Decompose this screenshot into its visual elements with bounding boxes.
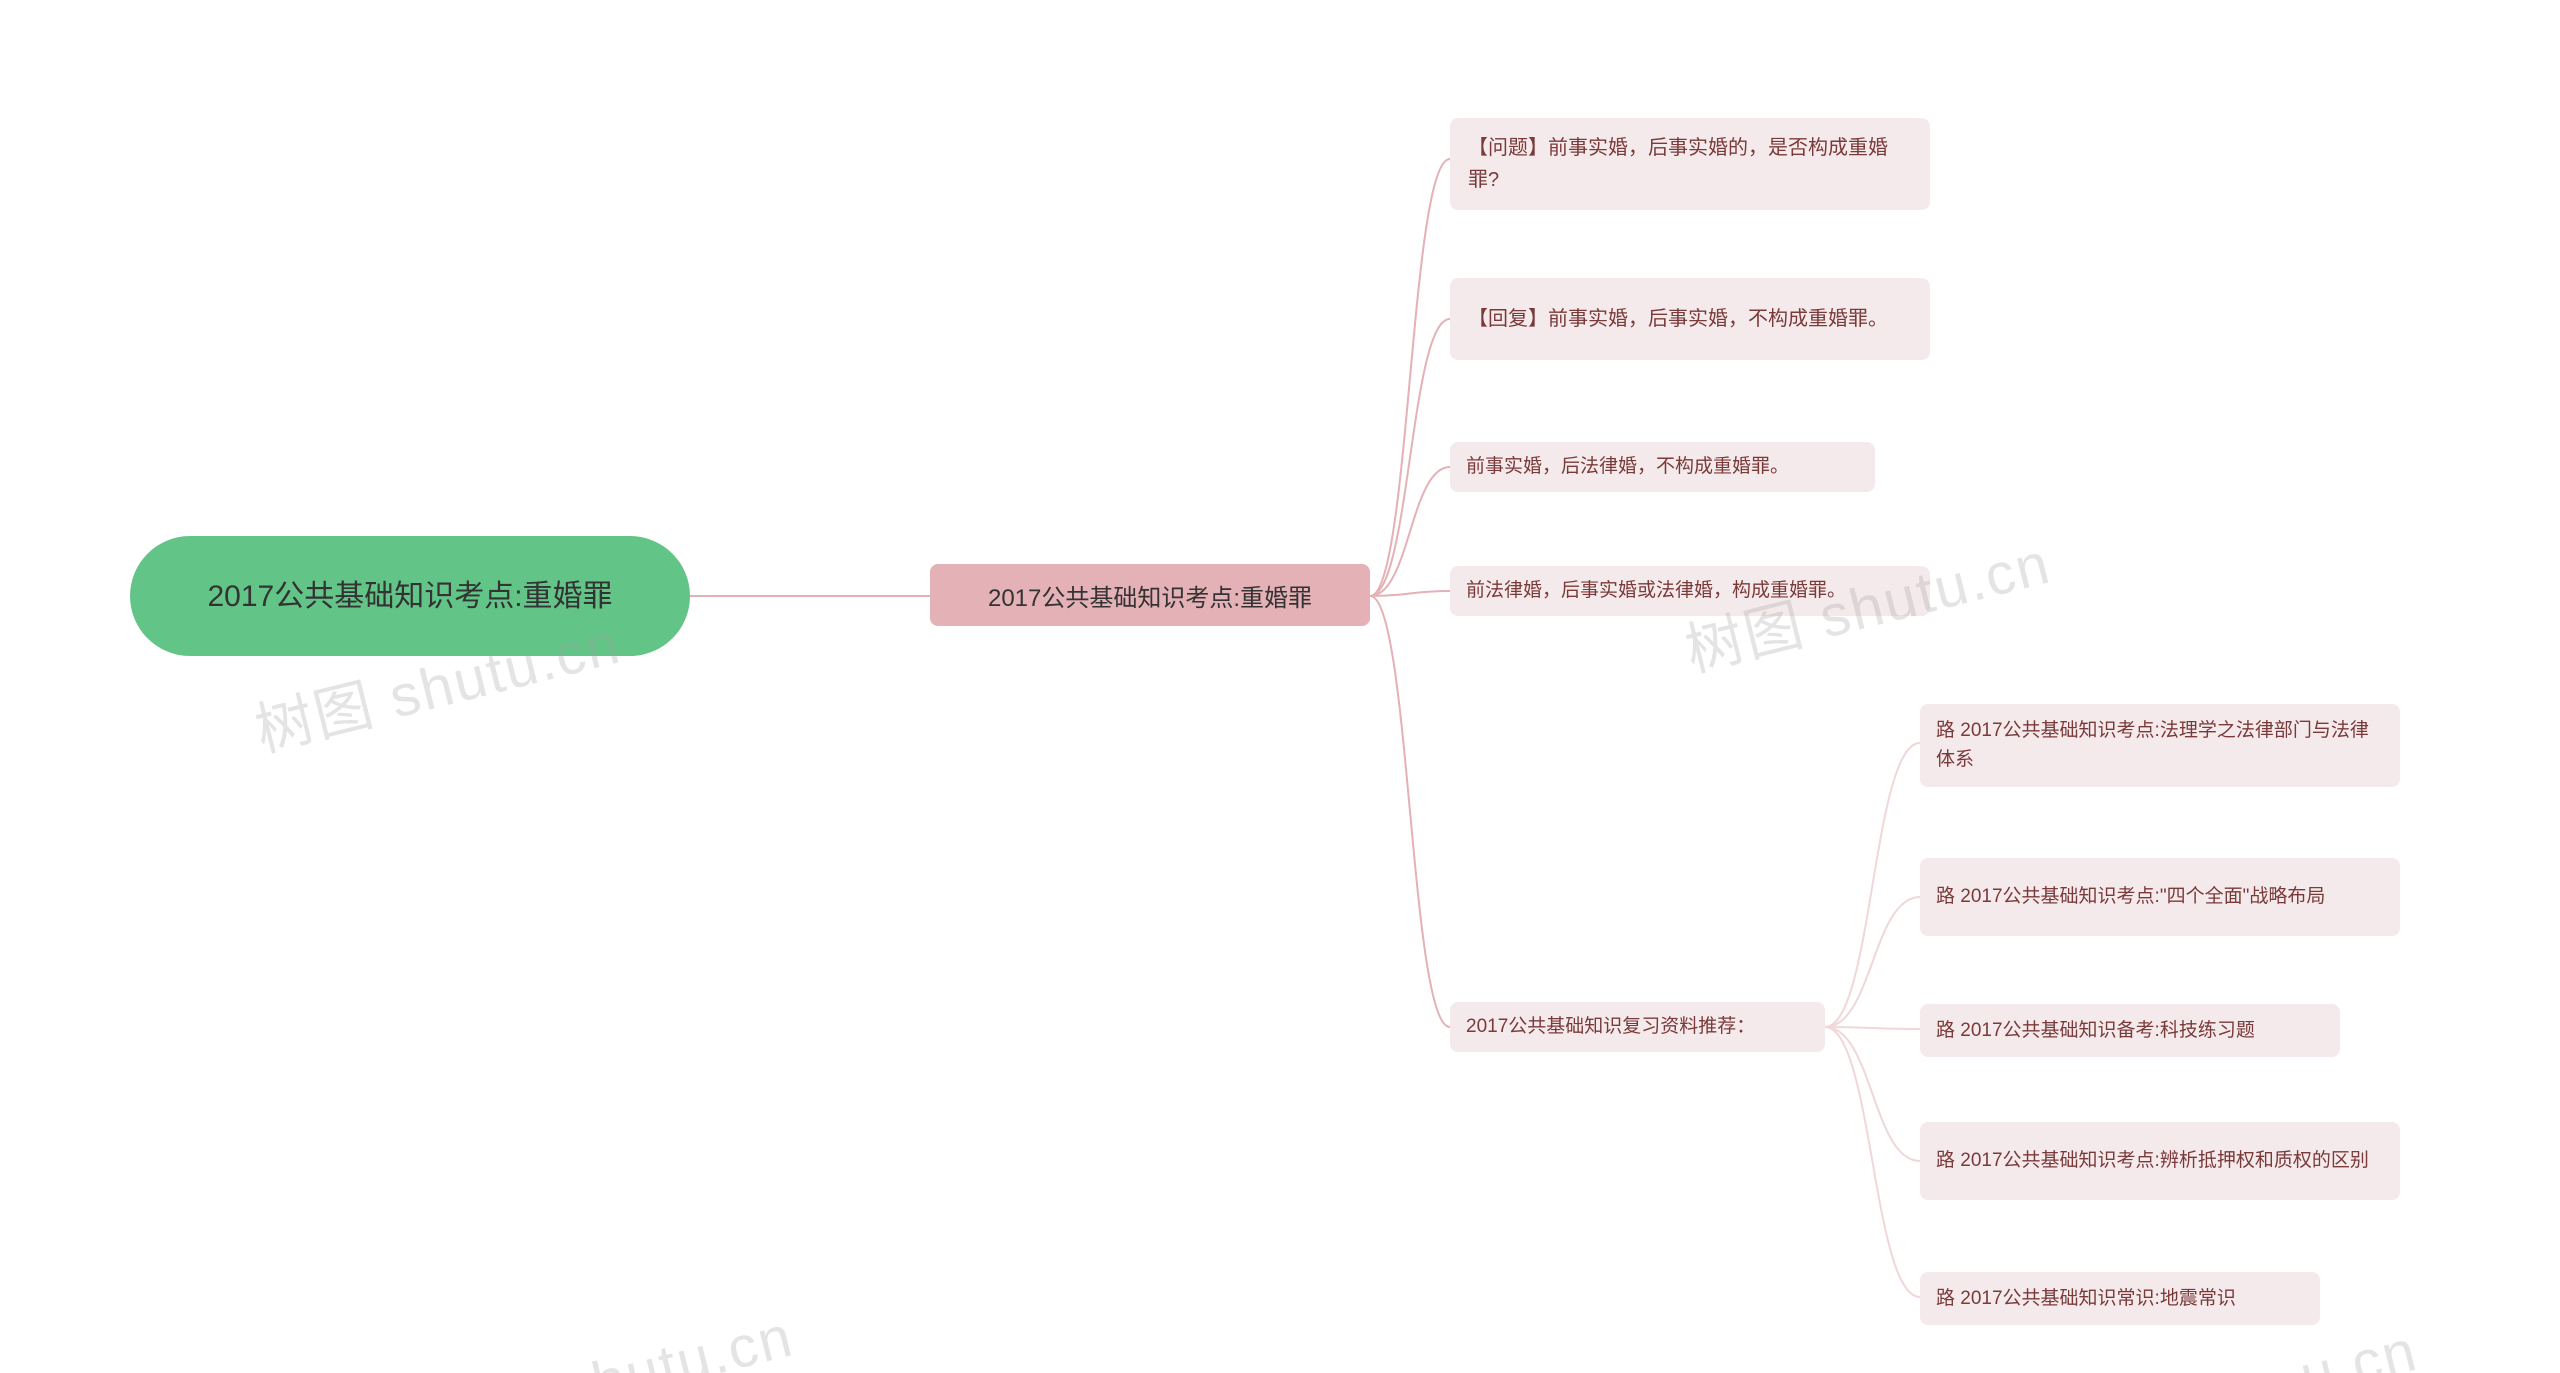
level3-label: 路 2017公共基础知识考点:法理学之法律部门与法律体系 bbox=[1936, 716, 2384, 775]
root-label: 2017公共基础知识考点:重婚罪 bbox=[207, 574, 612, 619]
level3-node-4[interactable]: 路 2017公共基础知识常识:地震常识 bbox=[1920, 1272, 2320, 1325]
watermark: shutu.cn bbox=[555, 1303, 799, 1373]
level2-node-1[interactable]: 【回复】前事实婚，后事实婚，不构成重婚罪。 bbox=[1450, 278, 1930, 360]
root-node[interactable]: 2017公共基础知识考点:重婚罪 bbox=[130, 536, 690, 656]
level1-label: 2017公共基础知识考点:重婚罪 bbox=[988, 578, 1312, 613]
level2-label: 【回复】前事实婚，后事实婚，不构成重婚罪。 bbox=[1468, 303, 1888, 335]
level3-label: 路 2017公共基础知识常识:地震常识 bbox=[1936, 1284, 2236, 1313]
level2-node-0[interactable]: 【问题】前事实婚，后事实婚的，是否构成重婚罪? bbox=[1450, 118, 1930, 210]
level3-node-1[interactable]: 路 2017公共基础知识考点:"四个全面"战略布局 bbox=[1920, 858, 2400, 936]
level3-node-3[interactable]: 路 2017公共基础知识考点:辨析抵押权和质权的区别 bbox=[1920, 1122, 2400, 1200]
level1-node[interactable]: 2017公共基础知识考点:重婚罪 bbox=[930, 564, 1370, 626]
watermark: u.cn bbox=[2294, 1317, 2424, 1373]
level2-label: 【问题】前事实婚，后事实婚的，是否构成重婚罪? bbox=[1468, 132, 1912, 196]
level3-label: 路 2017公共基础知识考点:辨析抵押权和质权的区别 bbox=[1936, 1146, 2369, 1175]
level2-node-3[interactable]: 前法律婚，后事实婚或法律婚，构成重婚罪。 bbox=[1450, 566, 1930, 616]
level2-node-4[interactable]: 2017公共基础知识复习资料推荐： bbox=[1450, 1002, 1825, 1052]
level3-node-0[interactable]: 路 2017公共基础知识考点:法理学之法律部门与法律体系 bbox=[1920, 704, 2400, 787]
level3-node-2[interactable]: 路 2017公共基础知识备考:科技练习题 bbox=[1920, 1004, 2340, 1057]
level2-label: 2017公共基础知识复习资料推荐： bbox=[1466, 1012, 1755, 1042]
level2-label: 前事实婚，后法律婚，不构成重婚罪。 bbox=[1466, 452, 1789, 482]
level3-label: 路 2017公共基础知识备考:科技练习题 bbox=[1936, 1016, 2255, 1045]
level3-label: 路 2017公共基础知识考点:"四个全面"战略布局 bbox=[1936, 882, 2325, 911]
level2-node-2[interactable]: 前事实婚，后法律婚，不构成重婚罪。 bbox=[1450, 442, 1875, 492]
level2-label: 前法律婚，后事实婚或法律婚，构成重婚罪。 bbox=[1466, 576, 1846, 606]
